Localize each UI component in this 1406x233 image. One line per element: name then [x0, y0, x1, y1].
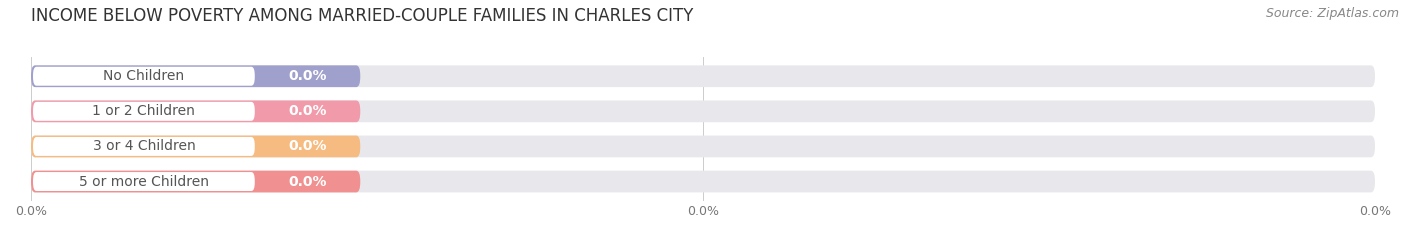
Text: 0.0%: 0.0% — [288, 69, 326, 83]
Text: 0.0%: 0.0% — [288, 104, 326, 118]
FancyBboxPatch shape — [31, 171, 1375, 192]
Text: 1 or 2 Children: 1 or 2 Children — [93, 104, 195, 118]
Text: 0.0%: 0.0% — [288, 175, 326, 188]
FancyBboxPatch shape — [31, 171, 360, 192]
FancyBboxPatch shape — [32, 137, 254, 156]
FancyBboxPatch shape — [31, 100, 360, 122]
FancyBboxPatch shape — [31, 136, 1375, 157]
Text: No Children: No Children — [103, 69, 184, 83]
FancyBboxPatch shape — [31, 65, 1375, 87]
FancyBboxPatch shape — [31, 65, 360, 87]
Text: INCOME BELOW POVERTY AMONG MARRIED-COUPLE FAMILIES IN CHARLES CITY: INCOME BELOW POVERTY AMONG MARRIED-COUPL… — [31, 7, 693, 25]
Text: 0.0%: 0.0% — [288, 139, 326, 154]
FancyBboxPatch shape — [32, 102, 254, 121]
Text: Source: ZipAtlas.com: Source: ZipAtlas.com — [1265, 7, 1399, 20]
FancyBboxPatch shape — [31, 136, 360, 157]
FancyBboxPatch shape — [32, 67, 254, 86]
FancyBboxPatch shape — [32, 172, 254, 191]
FancyBboxPatch shape — [31, 100, 1375, 122]
Text: 5 or more Children: 5 or more Children — [79, 175, 209, 188]
Text: 3 or 4 Children: 3 or 4 Children — [93, 139, 195, 154]
